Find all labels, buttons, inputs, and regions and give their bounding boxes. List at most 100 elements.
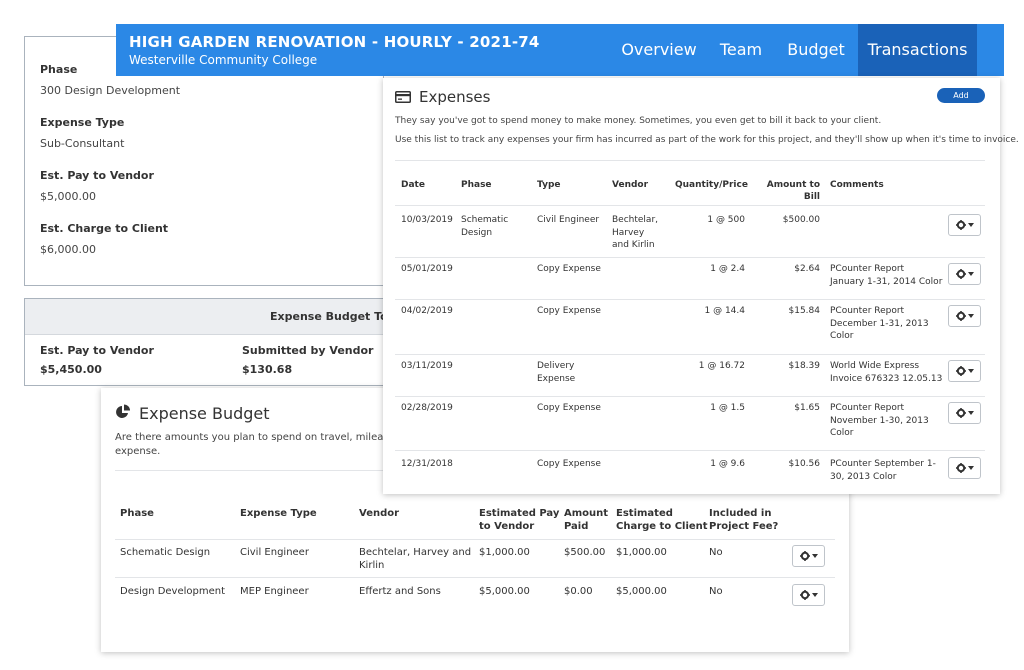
tab-budget[interactable]: Budget (787, 40, 845, 59)
caret-down-icon (811, 593, 818, 597)
expense-budget-title: Expense Budget (139, 404, 270, 423)
budget-row2-est-pay: $5,000.00 (479, 586, 530, 597)
comment-line2: Invoice 676323 12.05.13 (830, 373, 943, 384)
totals-pay-label: Est. Pay to Vendor (40, 344, 154, 357)
expense-row5-comment: PCounter Report November 1-30, 2013 Colo… (830, 402, 929, 440)
col-amount-to-bill: Amount to Bill (760, 179, 820, 203)
divider (395, 450, 985, 451)
col-amount-line2: Bill (803, 192, 820, 202)
divider (115, 577, 835, 578)
col-est-pay-line1: Estimated Pay (479, 508, 560, 519)
row-actions-button[interactable] (948, 402, 981, 424)
col-est-charge: Estimated Charge to Client (616, 507, 708, 533)
budget-row2-included: No (709, 586, 723, 597)
expense-row2-date: 05/01/2019 (401, 264, 453, 274)
tab-overview[interactable]: Overview (621, 40, 697, 59)
tab-transactions[interactable]: Transactions (858, 24, 977, 76)
col-quantity-price: Quantity/Price (675, 180, 748, 190)
comment-line1: PCounter Report (830, 306, 905, 316)
col-paid-line2: Paid (564, 521, 589, 532)
expense-row4-qty: 1 @ 16.72 (698, 361, 745, 371)
row-actions-button[interactable] (948, 360, 981, 382)
expense-row5-qty: 1 @ 1.5 (710, 403, 745, 413)
col-phase: Phase (120, 508, 154, 519)
totals-pay-value: $5,450.00 (40, 363, 102, 376)
col-comments: Comments (830, 180, 884, 190)
gear-icon (799, 551, 810, 561)
divider (395, 354, 985, 355)
caret-down-icon (967, 272, 974, 276)
expense-row1-vendor: Bechtelar, Harvey and Kirlin (612, 214, 658, 252)
col-included-line2: Project Fee? (709, 521, 779, 532)
tab-team[interactable]: Team (719, 40, 763, 59)
expense-row4-date: 03/11/2019 (401, 361, 453, 371)
row-actions-button[interactable] (948, 457, 981, 479)
expense-row2-amount: $2.64 (794, 264, 820, 274)
row-actions-button[interactable] (948, 305, 981, 327)
expense-row4-type: Delivery Expense (537, 360, 575, 385)
row-actions-button[interactable] (792, 584, 825, 606)
col-expense-type: Expense Type (240, 508, 317, 519)
col-est-charge-line1: Estimated (616, 508, 673, 519)
expense-type-value: Sub-Consultant (40, 137, 125, 150)
project-client: Westerville Community College (129, 53, 318, 67)
caret-down-icon (967, 411, 974, 415)
budget-row2-vendor: Effertz and Sons (359, 586, 441, 597)
est-charge-label: Est. Charge to Client (40, 222, 169, 235)
expense-row6-amount: $10.56 (788, 459, 821, 469)
phase-line2: Design (461, 227, 493, 238)
row-actions-button[interactable] (792, 545, 825, 567)
expense-row5-date: 02/28/2019 (401, 403, 453, 413)
col-vendor: Vendor (612, 180, 649, 190)
est-charge-value: $6,000.00 (40, 243, 96, 256)
expenses-title: Expenses (419, 88, 491, 106)
row-actions-button[interactable] (948, 214, 981, 236)
expense-row2-type: Copy Expense (537, 264, 601, 274)
divider (395, 299, 985, 300)
gear-icon (955, 366, 966, 376)
comment-line2: December 1-31, 2013 (830, 318, 929, 329)
add-expense-button[interactable]: Add (937, 88, 985, 103)
vendor-line2: Harvey (612, 227, 645, 238)
project-header: HIGH GARDEN RENOVATION - HOURLY - 2021-7… (116, 24, 1004, 76)
divider (115, 539, 835, 540)
expense-budget-description: Are there amounts you plan to spend on t… (115, 431, 405, 459)
est-pay-value: $5,000.00 (40, 190, 96, 203)
vendor-line1: Bechtelar, (612, 215, 659, 225)
expense-row6-comment: PCounter September 1- 30, 2013 Color (830, 458, 936, 483)
expense-row3-qty: 1 @ 14.4 (704, 306, 746, 316)
vendor-line3: and Kirlin (612, 240, 655, 250)
est-pay-label: Est. Pay to Vendor (40, 169, 154, 182)
expense-row3-type: Copy Expense (537, 306, 601, 316)
vendor-line1: Bechtelar, Harvey and (359, 547, 472, 558)
col-included-line1: Included in (709, 508, 772, 519)
expenses-description-2: Use this list to track any expenses your… (395, 135, 1019, 145)
expense-row2-qty: 1 @ 2.4 (710, 264, 745, 274)
phase-label: Phase (40, 63, 78, 76)
col-amount-paid: Amount Paid (564, 507, 608, 533)
comment-line2: 30, 2013 Color (830, 471, 897, 482)
expense-row1-amount: $500.00 (782, 215, 820, 225)
expense-row2-comment: PCounter Report January 1-31, 2014 Color (830, 263, 942, 288)
expense-row4-amount: $18.39 (788, 361, 821, 371)
row-actions-button[interactable] (948, 263, 981, 285)
gear-icon (955, 463, 966, 473)
expense-row1-qty: 1 @ 500 (707, 215, 745, 225)
comment-line1: PCounter Report (830, 264, 905, 274)
col-vendor: Vendor (359, 508, 400, 519)
comment-line1: PCounter Report (830, 403, 905, 413)
gear-icon (799, 590, 810, 600)
caret-down-icon (811, 554, 818, 558)
expense-row3-amount: $15.84 (788, 306, 821, 316)
divider (395, 205, 985, 206)
expense-row1-date: 10/03/2019 (401, 215, 453, 225)
project-title: HIGH GARDEN RENOVATION - HOURLY - 2021-7… (129, 33, 540, 51)
expense-row6-type: Copy Expense (537, 459, 601, 469)
budget-row2-phase: Design Development (120, 586, 226, 597)
expense-budget-totals-card: Expense Budget Tota Est. Pay to Vendor S… (24, 298, 400, 386)
col-est-charge-line2: Charge to Client (616, 521, 708, 532)
expense-row4-comment: World Wide Express Invoice 676323 12.05.… (830, 360, 942, 385)
pie-chart-icon (116, 404, 130, 418)
budget-desc-line2: expense. (115, 446, 161, 457)
comment-line1: PCounter September 1- (830, 459, 936, 469)
